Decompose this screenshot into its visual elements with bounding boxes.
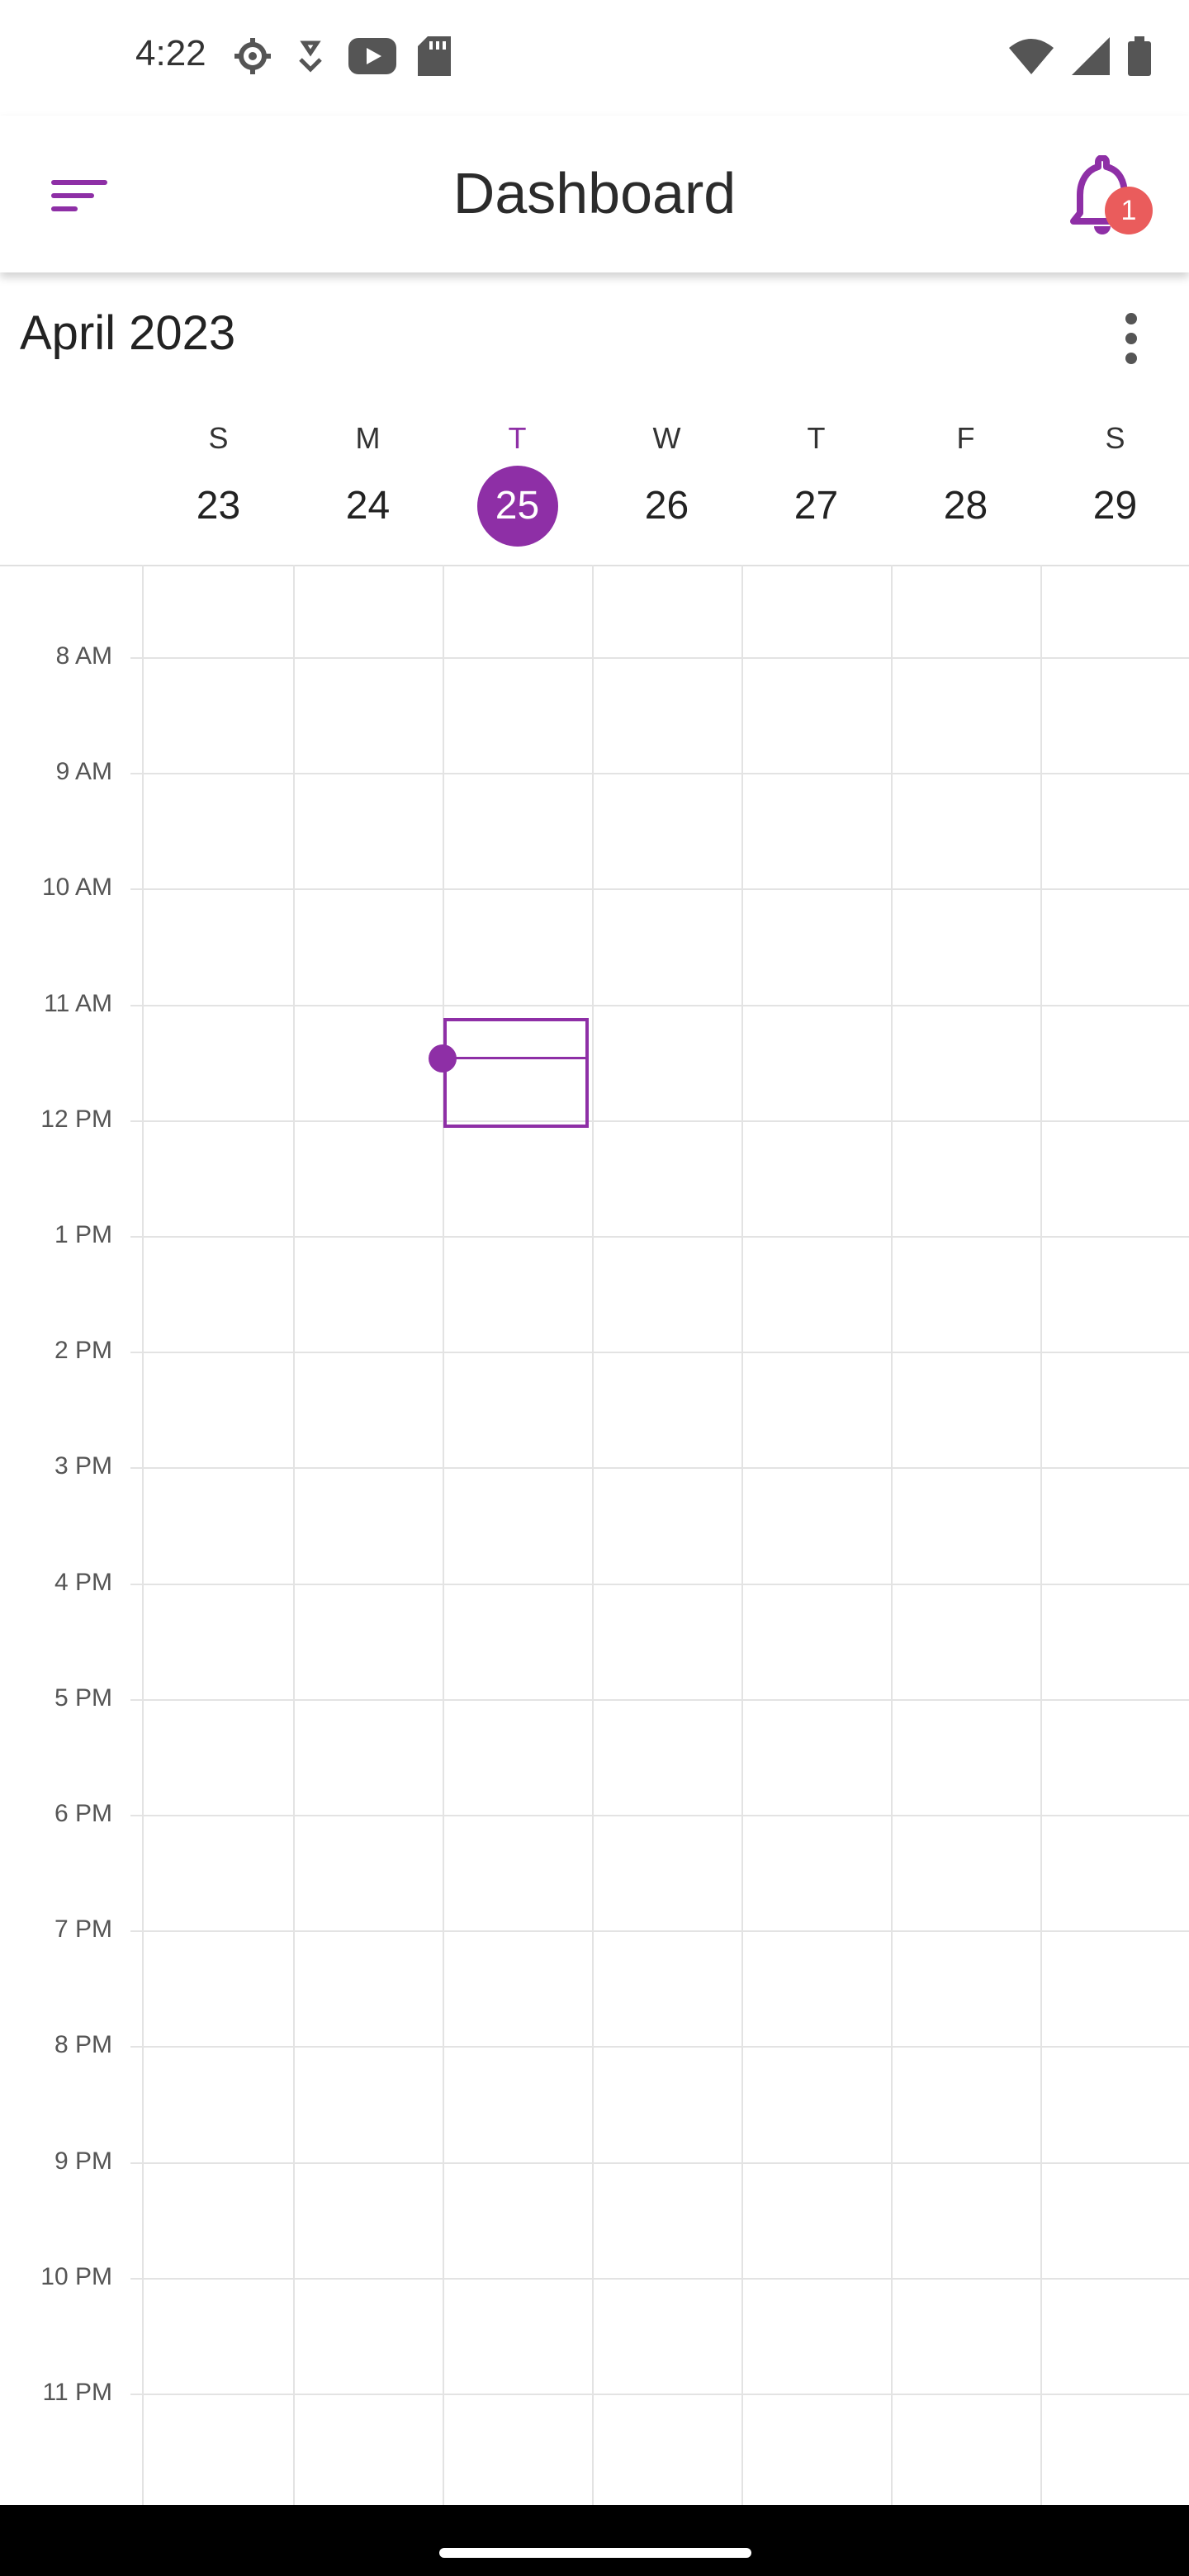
day-number: 27 bbox=[793, 484, 839, 528]
hour-label: 12 PM bbox=[40, 1106, 112, 1133]
hour-gridline bbox=[130, 1467, 1189, 1469]
current-time-dot bbox=[429, 1044, 457, 1073]
hour-gridline bbox=[130, 1236, 1189, 1238]
hour-label: 4 PM bbox=[54, 1569, 112, 1596]
day-number: 28 bbox=[943, 484, 988, 528]
day-letter: F bbox=[956, 421, 975, 455]
hour-gridline bbox=[130, 2394, 1189, 2395]
status-time: 4:22 bbox=[135, 33, 206, 73]
settings-gear-icon bbox=[234, 38, 271, 74]
month-title: April 2023 bbox=[20, 306, 236, 360]
day-column-divider bbox=[592, 565, 594, 2505]
page-title: Dashboard bbox=[452, 161, 737, 225]
usb-debug-icon bbox=[299, 40, 322, 73]
day-letter: T bbox=[508, 421, 527, 455]
hour-gridline bbox=[130, 1005, 1189, 1006]
hour-label: 5 PM bbox=[54, 1684, 112, 1712]
menu-button[interactable] bbox=[50, 173, 112, 220]
day-column-divider bbox=[443, 565, 444, 2505]
day-column-divider bbox=[293, 565, 295, 2505]
hour-label: 2 PM bbox=[54, 1337, 112, 1364]
day-letter: S bbox=[1105, 421, 1125, 455]
grid-top-divider bbox=[0, 565, 1189, 566]
hour-gridline bbox=[130, 1930, 1189, 1932]
hour-gridline bbox=[130, 888, 1189, 890]
hour-gridline bbox=[130, 1120, 1189, 1122]
app-bar: Dashboard 1 bbox=[0, 116, 1189, 272]
today-date-number: 25 bbox=[476, 466, 558, 547]
hour-gridline bbox=[130, 773, 1189, 774]
hour-label: 3 PM bbox=[54, 1452, 112, 1480]
day-number: 26 bbox=[644, 484, 689, 528]
day-header-24[interactable]: M 24 bbox=[293, 421, 443, 553]
current-time-line bbox=[443, 1057, 589, 1059]
hour-label: 7 PM bbox=[54, 1915, 112, 1943]
day-number: 23 bbox=[196, 484, 241, 528]
day-header-26[interactable]: W 26 bbox=[592, 421, 741, 553]
day-number: 24 bbox=[345, 484, 391, 528]
hour-gridline bbox=[130, 2278, 1189, 2280]
status-bar: 4:22 bbox=[0, 0, 1189, 116]
day-number: 29 bbox=[1092, 484, 1138, 528]
day-column-divider bbox=[1040, 565, 1042, 2505]
hour-gridline bbox=[130, 1699, 1189, 1701]
selected-time-slot[interactable] bbox=[443, 1018, 589, 1128]
hour-gridline bbox=[130, 1584, 1189, 1585]
hour-gridline bbox=[130, 2046, 1189, 2048]
calendar-header: April 2023 S 23 M 24 T 25 W 26 T 27 F 28 S 29 bbox=[0, 272, 1189, 565]
day-header-28[interactable]: F 28 bbox=[891, 421, 1040, 553]
cell-signal-icon bbox=[1072, 37, 1110, 75]
hour-gridline bbox=[130, 1352, 1189, 1353]
hour-gridline bbox=[130, 657, 1189, 659]
day-column-divider bbox=[891, 565, 893, 2505]
hour-label: 9 PM bbox=[54, 2147, 112, 2175]
day-column-divider bbox=[142, 565, 144, 2505]
sd-card-icon bbox=[418, 36, 451, 76]
home-handle[interactable] bbox=[439, 2548, 751, 2558]
hour-label: 10 AM bbox=[41, 874, 112, 901]
day-header-27[interactable]: T 27 bbox=[741, 421, 891, 553]
bell-icon bbox=[1070, 154, 1135, 234]
system-nav-bar bbox=[0, 2505, 1189, 2576]
hour-label: 11 AM bbox=[44, 990, 112, 1017]
day-letter: W bbox=[652, 421, 681, 455]
youtube-icon bbox=[348, 38, 396, 74]
day-header-29[interactable]: S 29 bbox=[1040, 421, 1189, 553]
notifications-button[interactable] bbox=[1063, 154, 1138, 238]
hour-label: 6 PM bbox=[54, 1800, 112, 1827]
hour-label: 9 AM bbox=[55, 758, 112, 785]
day-letter: M bbox=[355, 421, 381, 455]
hour-label: 1 PM bbox=[54, 1221, 112, 1248]
day-letter: S bbox=[208, 421, 229, 455]
battery-icon bbox=[1128, 36, 1151, 76]
more-options-button[interactable] bbox=[1113, 305, 1149, 372]
week-grid[interactable]: 8 AM 9 AM 10 AM 11 AM 12 PM 1 PM 2 PM 3 PM 4 PM 5… bbox=[0, 565, 1189, 2505]
notification-badge: 1 bbox=[1105, 187, 1153, 234]
sort-menu-icon bbox=[51, 180, 107, 211]
day-letter: T bbox=[807, 421, 826, 455]
hour-gridline bbox=[130, 2162, 1189, 2164]
day-header-23[interactable]: S 23 bbox=[144, 421, 293, 553]
hour-label: 11 PM bbox=[42, 2379, 112, 2406]
day-column-divider bbox=[741, 565, 743, 2505]
more-vertical-icon bbox=[1125, 313, 1137, 364]
wifi-icon bbox=[1009, 39, 1054, 74]
hour-label: 8 AM bbox=[55, 642, 112, 670]
hour-label: 8 PM bbox=[54, 2031, 112, 2058]
day-header-25[interactable]: T 25 bbox=[443, 421, 592, 553]
hour-label: 10 PM bbox=[40, 2263, 112, 2290]
hour-gridline bbox=[130, 1815, 1189, 1816]
